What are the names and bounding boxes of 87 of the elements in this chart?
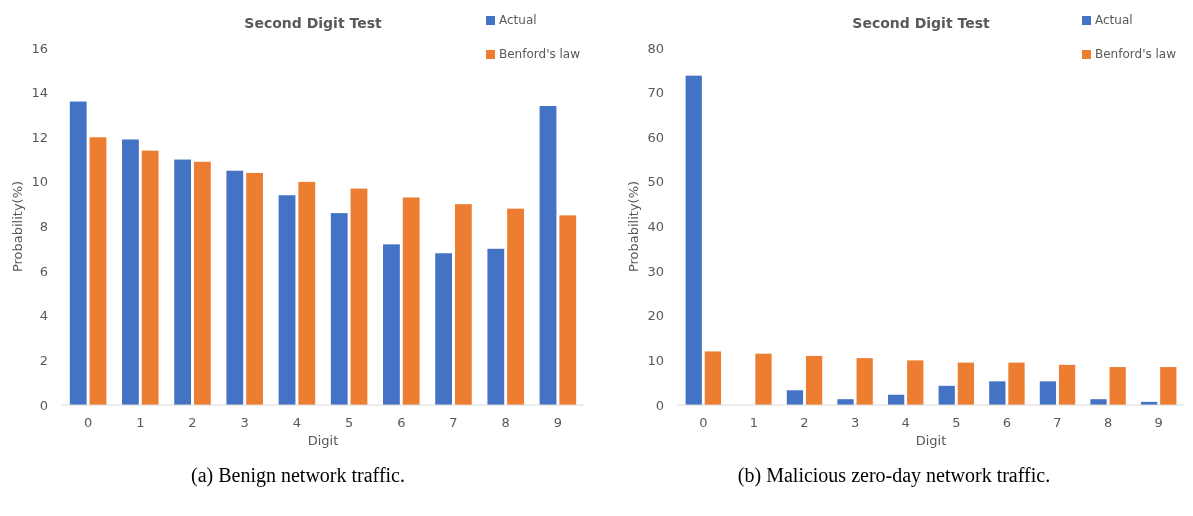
- x-tick-label: 1: [749, 415, 759, 430]
- x-tick-label: 6: [1002, 415, 1012, 430]
- x-tick-label: 4: [901, 415, 910, 430]
- bar: [174, 159, 192, 405]
- x-tick-label: 9: [1154, 415, 1163, 430]
- bar: [383, 244, 400, 405]
- x-tick-label: 1: [136, 415, 145, 430]
- bar: [755, 353, 772, 405]
- x-axis-title: Digit: [915, 433, 947, 448]
- bar: [193, 161, 211, 405]
- bar: [539, 106, 557, 405]
- bar: [298, 181, 316, 405]
- bar: [1090, 399, 1107, 405]
- y-tick-label: 10: [647, 352, 664, 368]
- bar: [1058, 364, 1076, 405]
- bar: [786, 390, 804, 405]
- text: (a) Benign network traffic.: [191, 464, 405, 487]
- x-tick-label: 0: [699, 415, 708, 430]
- bar: [487, 248, 505, 405]
- y-tick-label: 4: [39, 308, 48, 324]
- bar: [704, 351, 722, 405]
- x-axis-title: Digit: [307, 433, 339, 448]
- bar: [278, 195, 296, 405]
- x-tick-label: 2: [188, 415, 197, 430]
- bar: [246, 172, 263, 405]
- x-tick-label: 4: [292, 415, 302, 430]
- y-tick-label: 50: [647, 174, 664, 190]
- chart-title: Second Digit Test: [852, 15, 990, 31]
- bar: [989, 381, 1006, 405]
- x-tick-label: 0: [83, 415, 93, 430]
- y-tick-label: 80: [647, 40, 664, 56]
- x-tick-label: 7: [1053, 415, 1062, 430]
- bar: [402, 197, 420, 405]
- x-tick-label: 3: [850, 415, 860, 430]
- text: (b) Malicious zero-day network traffic.: [737, 464, 1051, 487]
- y-tick-label: 0: [39, 397, 48, 413]
- x-tick-label: 2: [800, 415, 809, 430]
- bar: [69, 101, 87, 405]
- y-axis-title: Probability(%): [626, 180, 641, 273]
- bar: [957, 362, 975, 405]
- y-tick-label: 16: [31, 40, 48, 56]
- bar: [1039, 381, 1057, 405]
- y-tick-label: 0: [655, 397, 664, 413]
- bar: [435, 253, 453, 405]
- bar: [856, 358, 873, 405]
- bar: [559, 215, 577, 405]
- y-tick-label: 8: [39, 219, 48, 235]
- bar: [938, 385, 955, 405]
- legend-label: Benford's law: [1095, 47, 1177, 62]
- x-tick-label: 6: [397, 415, 406, 430]
- bar: [330, 213, 348, 405]
- bar: [907, 360, 924, 405]
- x-tick-label: 8: [501, 415, 510, 430]
- y-tick-label: 20: [647, 308, 664, 324]
- bar: [1008, 362, 1025, 405]
- chart-title: Second Digit Test: [244, 15, 382, 31]
- bar: [805, 355, 823, 405]
- bar: [350, 188, 368, 405]
- bar: [141, 150, 159, 405]
- y-tick-label: 14: [31, 85, 48, 101]
- x-tick-label: 7: [449, 415, 458, 430]
- y-tick-label: 40: [647, 219, 664, 235]
- y-tick-label: 6: [39, 263, 48, 279]
- x-tick-label: 8: [1103, 415, 1113, 430]
- legend-label: Actual: [1095, 13, 1133, 28]
- y-tick-label: 10: [31, 174, 48, 190]
- bar: [89, 137, 107, 405]
- y-tick-label: 60: [647, 129, 664, 145]
- x-tick-label: 9: [553, 415, 563, 430]
- bar: [507, 208, 524, 405]
- legend-label: Actual: [499, 13, 537, 28]
- y-tick-label: 70: [647, 85, 664, 101]
- bar: [454, 204, 472, 405]
- legend-label: Benford's law: [499, 47, 581, 62]
- bar: [122, 139, 139, 405]
- y-tick-label: 2: [39, 352, 48, 368]
- y-tick-label: 12: [31, 129, 48, 145]
- bar: [1160, 367, 1177, 405]
- bar: [685, 75, 702, 405]
- x-tick-label: 3: [240, 415, 249, 430]
- x-tick-label: 5: [952, 415, 961, 430]
- y-axis-title: Probability(%): [10, 180, 25, 273]
- bar: [837, 399, 854, 405]
- bar: [1109, 367, 1126, 405]
- y-tick-label: 30: [647, 263, 664, 279]
- x-tick-label: 5: [344, 415, 354, 430]
- bar: [226, 170, 244, 405]
